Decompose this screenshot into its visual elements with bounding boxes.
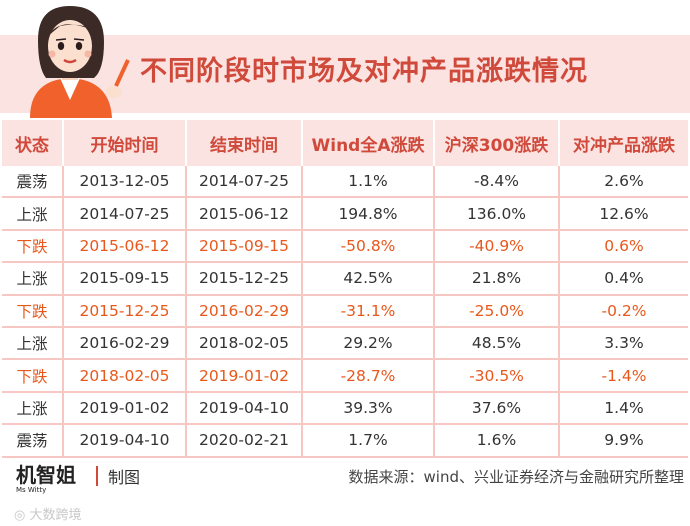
cell-end: 2015-06-12: [187, 198, 303, 231]
data-table: 状态 开始时间 结束时间 Wind全A涨跌 沪深300涨跌 对冲产品涨跌 震荡 …: [2, 120, 688, 458]
cell-hedge: -1.4%: [560, 360, 688, 393]
cell-status: 震荡: [2, 425, 64, 458]
col-header-wind: Wind全A涨跌: [303, 120, 435, 166]
cell-hs300: -40.9%: [435, 230, 560, 264]
cell-status: 上涨: [2, 392, 64, 426]
cell-end: 2019-01-02: [187, 360, 303, 393]
title-band: [0, 35, 690, 113]
cell-hedge: 1.4%: [560, 392, 688, 426]
cell-status: 上涨: [2, 263, 64, 296]
brand-logo: 机智姐 Ms Witty: [16, 463, 76, 494]
table-row: 震荡 2019-04-10 2020-02-21 1.7% 1.6% 9.9%: [2, 425, 688, 458]
cell-wind: 29.2%: [303, 327, 435, 361]
table-row: 下跌 2015-12-25 2016-02-29 -31.1% -25.0% -…: [2, 295, 688, 328]
table-row: 上涨 2014-07-25 2015-06-12 194.8% 136.0% 1…: [2, 198, 688, 231]
cell-hs300: -8.4%: [435, 166, 560, 199]
cell-status: 下跌: [2, 230, 64, 264]
cell-end: 2016-02-29: [187, 295, 303, 328]
cell-hedge: 2.6%: [560, 166, 688, 199]
cell-status: 下跌: [2, 360, 64, 393]
watermark-text: 大数跨境: [29, 508, 82, 523]
brand-sub: Ms Witty: [16, 486, 46, 494]
cell-status: 上涨: [2, 198, 64, 231]
cell-end: 2020-02-21: [187, 425, 303, 458]
cell-start: 2016-02-29: [64, 327, 187, 361]
table-row: 下跌 2018-02-05 2019-01-02 -28.7% -30.5% -…: [2, 360, 688, 393]
cell-hs300: 136.0%: [435, 198, 560, 231]
brand-name: 机智姐: [16, 463, 76, 487]
cell-wind: 1.7%: [303, 425, 435, 458]
cell-start: 2014-07-25: [64, 198, 187, 231]
cell-start: 2015-09-15: [64, 263, 187, 296]
cell-end: 2015-12-25: [187, 263, 303, 296]
cell-wind: -28.7%: [303, 360, 435, 393]
made-label: 制图: [108, 468, 141, 487]
cell-end: 2015-09-15: [187, 230, 303, 264]
source-note: 数据来源：wind、兴业证券经济与金融研究所整理: [348, 468, 684, 486]
cell-start: 2015-06-12: [64, 230, 187, 264]
table-row: 上涨 2015-09-15 2015-12-25 42.5% 21.8% 0.4…: [2, 263, 688, 296]
cell-status: 上涨: [2, 327, 64, 361]
table-row: 上涨 2019-01-02 2019-04-10 39.3% 37.6% 1.4…: [2, 392, 688, 426]
cell-hs300: 21.8%: [435, 263, 560, 296]
cell-hedge: 0.6%: [560, 230, 688, 264]
col-header-end: 结束时间: [187, 120, 303, 166]
brand-separator: [96, 466, 98, 486]
table-row: 上涨 2016-02-29 2018-02-05 29.2% 48.5% 3.3…: [2, 327, 688, 361]
col-header-hedge: 对冲产品涨跌: [560, 120, 688, 166]
cell-hedge: 3.3%: [560, 327, 688, 361]
header: 不同阶段时市场及对冲产品涨跌情况: [0, 0, 690, 120]
cell-hs300: 37.6%: [435, 392, 560, 426]
table-header-row: 状态 开始时间 结束时间 Wind全A涨跌 沪深300涨跌 对冲产品涨跌: [2, 120, 688, 166]
cell-hedge: 0.4%: [560, 263, 688, 296]
cell-hs300: 48.5%: [435, 327, 560, 361]
cell-end: 2014-07-25: [187, 166, 303, 199]
cell-start: 2018-02-05: [64, 360, 187, 393]
cell-end: 2018-02-05: [187, 327, 303, 361]
cell-status: 震荡: [2, 166, 64, 199]
cell-end: 2019-04-10: [187, 392, 303, 426]
cell-wind: 42.5%: [303, 263, 435, 296]
cell-start: 2019-01-02: [64, 392, 187, 426]
cell-hs300: -30.5%: [435, 360, 560, 393]
cell-wind: 194.8%: [303, 198, 435, 231]
watermark-icon: ◎: [14, 508, 30, 523]
cell-hedge: -0.2%: [560, 295, 688, 328]
col-header-hs300: 沪深300涨跌: [435, 120, 560, 166]
col-header-start: 开始时间: [64, 120, 187, 166]
cell-start: 2019-04-10: [64, 425, 187, 458]
cell-wind: -50.8%: [303, 230, 435, 264]
cell-wind: 39.3%: [303, 392, 435, 426]
cell-hs300: -25.0%: [435, 295, 560, 328]
cell-hedge: 12.6%: [560, 198, 688, 231]
col-header-status: 状态: [2, 120, 64, 166]
table-row: 下跌 2015-06-12 2015-09-15 -50.8% -40.9% 0…: [2, 230, 688, 264]
cell-hedge: 9.9%: [560, 425, 688, 458]
cell-start: 2013-12-05: [64, 166, 187, 199]
cartoon-woman-avatar: [30, 6, 130, 118]
cell-wind: -31.1%: [303, 295, 435, 328]
cell-hs300: 1.6%: [435, 425, 560, 458]
table-row: 震荡 2013-12-05 2014-07-25 1.1% -8.4% 2.6%: [2, 166, 688, 199]
cell-status: 下跌: [2, 295, 64, 328]
page-title: 不同阶段时市场及对冲产品涨跌情况: [140, 56, 588, 87]
cell-start: 2015-12-25: [64, 295, 187, 328]
cell-wind: 1.1%: [303, 166, 435, 199]
watermark: ◎ 大数跨境: [14, 504, 82, 523]
